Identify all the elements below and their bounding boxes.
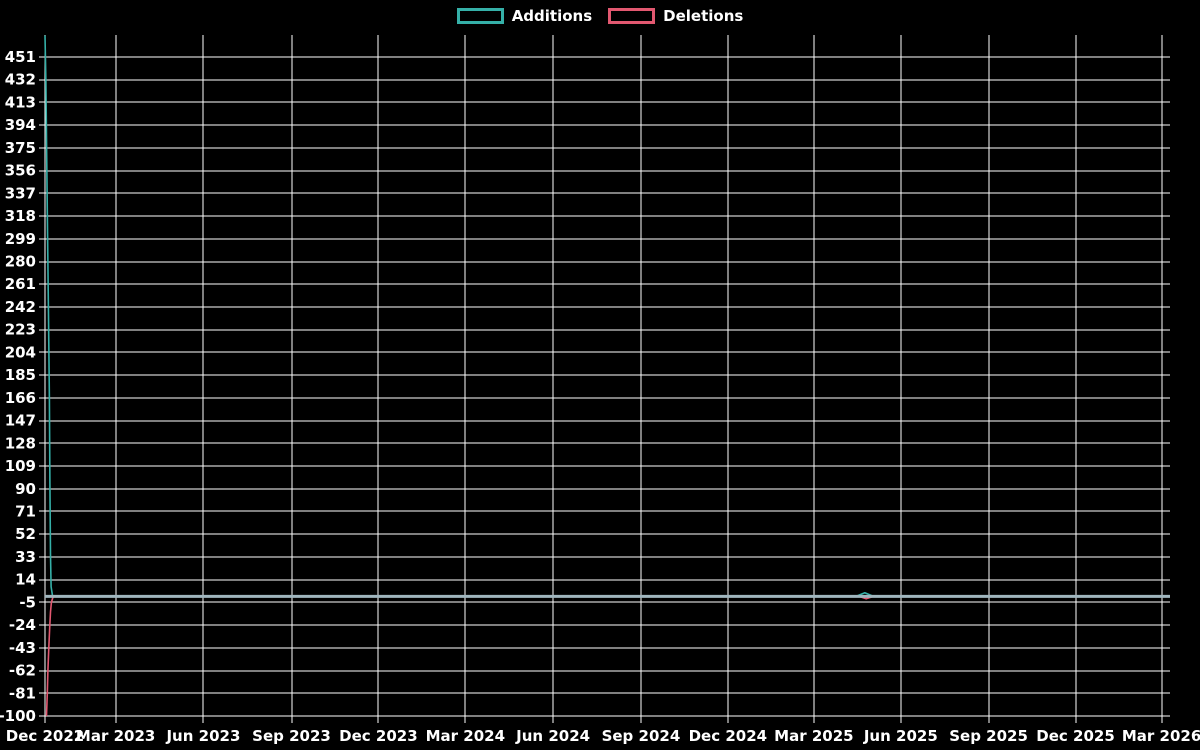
svg-text:-5: -5: [19, 593, 36, 611]
svg-text:Dec 2024: Dec 2024: [689, 727, 768, 745]
svg-text:Mar 2026: Mar 2026: [1122, 727, 1200, 745]
svg-text:356: 356: [5, 162, 36, 180]
svg-text:280: 280: [5, 253, 36, 271]
additions-swatch: [456, 8, 504, 24]
svg-text:Sep 2025: Sep 2025: [949, 727, 1028, 745]
axis-tick-labels: 451 432 413 394 375 356 337 318 299 280 261 242 223 2…: [0, 48, 1200, 745]
svg-text:Dec 2022: Dec 2022: [6, 727, 85, 745]
svg-text:Jun 2023: Jun 2023: [165, 727, 240, 745]
svg-text:-62: -62: [9, 662, 36, 680]
svg-text:337: 337: [5, 184, 36, 202]
svg-text:Jun 2025: Jun 2025: [863, 727, 938, 745]
svg-text:394: 394: [5, 116, 36, 134]
svg-text:Jun 2024: Jun 2024: [515, 727, 590, 745]
svg-text:451: 451: [5, 48, 36, 66]
chart-legend: Additions Deletions: [0, 7, 1200, 25]
svg-text:147: 147: [5, 412, 36, 430]
legend-label-additions: Additions: [511, 7, 593, 25]
svg-text:90: 90: [15, 480, 36, 498]
legend-item-deletions[interactable]: Deletions: [608, 7, 743, 25]
svg-text:318: 318: [5, 207, 36, 225]
svg-text:Dec 2025: Dec 2025: [1036, 727, 1115, 745]
svg-text:185: 185: [5, 366, 36, 384]
svg-text:223: 223: [5, 321, 36, 339]
svg-text:52: 52: [15, 525, 36, 543]
svg-text:432: 432: [5, 71, 36, 89]
svg-text:166: 166: [5, 389, 36, 407]
svg-text:-100: -100: [0, 707, 36, 725]
gridlines: [39, 35, 1170, 723]
svg-text:Mar 2023: Mar 2023: [76, 727, 155, 745]
data-series: [44, 35, 900, 717]
svg-text:33: 33: [15, 548, 36, 566]
legend-item-additions[interactable]: Additions: [456, 7, 593, 25]
svg-text:-24: -24: [9, 616, 36, 634]
svg-text:375: 375: [5, 139, 36, 157]
svg-text:261: 261: [5, 275, 36, 293]
svg-text:Mar 2025: Mar 2025: [774, 727, 853, 745]
svg-text:-43: -43: [9, 639, 36, 657]
svg-text:413: 413: [5, 93, 36, 111]
svg-text:14: 14: [15, 571, 36, 589]
svg-text:71: 71: [15, 502, 36, 520]
svg-text:128: 128: [5, 434, 36, 452]
svg-text:109: 109: [5, 457, 36, 475]
svg-text:Sep 2023: Sep 2023: [252, 727, 331, 745]
svg-text:204: 204: [5, 343, 36, 361]
svg-text:299: 299: [5, 230, 36, 248]
svg-text:242: 242: [5, 298, 36, 316]
svg-text:Sep 2024: Sep 2024: [602, 727, 681, 745]
svg-text:-81: -81: [9, 684, 36, 702]
svg-text:Dec 2023: Dec 2023: [339, 727, 418, 745]
deletions-swatch: [608, 8, 656, 24]
svg-text:Mar 2024: Mar 2024: [426, 727, 505, 745]
legend-label-deletions: Deletions: [663, 7, 744, 25]
